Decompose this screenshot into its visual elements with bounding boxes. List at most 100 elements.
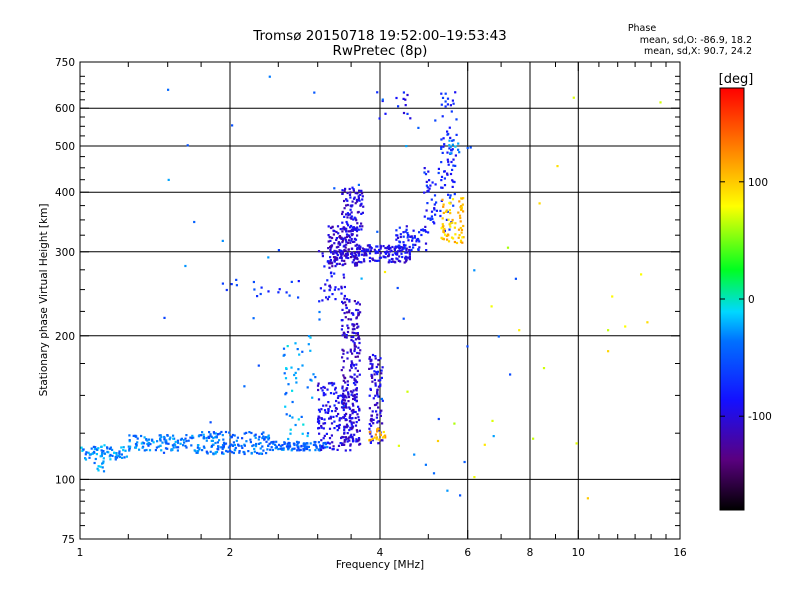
data-point: [346, 212, 349, 215]
data-point: [318, 310, 321, 314]
data-point: [343, 285, 346, 289]
y-tick-labels: 75 100 200 300 400 500 600 750: [55, 57, 75, 546]
data-point: [356, 222, 359, 225]
data-point: [445, 210, 448, 213]
data-point: [282, 447, 285, 450]
data-point: [446, 489, 449, 492]
data-point: [341, 394, 344, 398]
data-point: [341, 385, 344, 388]
data-point: [377, 429, 380, 432]
data-point: [274, 443, 277, 446]
data-point: [172, 446, 175, 449]
data-point: [335, 238, 338, 241]
data-point: [354, 416, 357, 420]
data-point: [102, 470, 106, 473]
data-point: [375, 403, 378, 406]
data-point: [160, 449, 163, 452]
data-point: [462, 236, 465, 239]
data-point: [377, 385, 380, 388]
data-point: [458, 214, 462, 217]
data-point: [323, 418, 326, 421]
data-point: [320, 448, 323, 451]
data-point: [334, 388, 337, 391]
data-point: [373, 403, 377, 407]
data-point: [360, 277, 363, 280]
data-point: [341, 308, 344, 311]
data-point: [337, 241, 340, 244]
data-point: [355, 302, 358, 305]
data-point: [350, 224, 353, 228]
data-point: [455, 133, 458, 136]
data-point: [572, 96, 575, 99]
data-point: [345, 220, 348, 224]
data-point: [514, 277, 517, 280]
data-point: [272, 440, 275, 443]
data-point: [351, 228, 354, 231]
data-point: [371, 376, 374, 379]
data-point: [423, 229, 427, 232]
data-point: [338, 251, 341, 254]
data-point: [348, 369, 352, 372]
data-point: [353, 300, 356, 303]
data-point: [349, 196, 352, 199]
data-point: [397, 444, 400, 447]
data-point: [335, 263, 338, 266]
data-point: [345, 230, 348, 233]
data-point: [418, 240, 421, 243]
data-point: [134, 442, 138, 446]
data-point: [291, 400, 294, 404]
data-point: [398, 240, 401, 243]
data-point: [377, 406, 380, 409]
data-point: [396, 234, 399, 237]
data-point: [172, 437, 175, 440]
data-point: [347, 318, 350, 321]
data-point: [404, 244, 407, 247]
data-point: [342, 416, 346, 419]
data-point: [128, 449, 131, 452]
data-point: [357, 301, 360, 304]
data-point: [152, 441, 155, 444]
data-point: [446, 172, 449, 175]
data-point: [391, 245, 394, 249]
data-point: [172, 434, 175, 437]
data-point: [409, 117, 412, 120]
data-point: [349, 444, 352, 447]
data-point: [325, 404, 328, 407]
data-point: [440, 186, 443, 189]
data-point: [326, 388, 329, 391]
data-point: [309, 336, 312, 339]
data-point: [333, 249, 336, 252]
data-point: [355, 308, 358, 312]
data-point: [397, 244, 400, 247]
data-point: [357, 336, 360, 339]
data-point: [442, 137, 445, 140]
data-point: [143, 436, 146, 439]
data-point: [224, 430, 228, 434]
data-point: [459, 239, 463, 242]
data-point: [345, 438, 348, 441]
data-point: [395, 257, 398, 260]
data-point: [377, 428, 380, 431]
data-point: [347, 393, 350, 396]
data-point: [358, 352, 361, 355]
data-point: [427, 170, 430, 173]
data-point: [174, 440, 177, 443]
data-point: [308, 449, 311, 452]
data-point: [335, 252, 338, 255]
data-point: [294, 371, 297, 374]
data-point: [359, 225, 362, 228]
data-point: [351, 352, 354, 355]
data-point: [95, 448, 98, 451]
data-point: [457, 211, 460, 214]
data-point: [129, 445, 132, 448]
data-point: [408, 253, 411, 256]
data-point: [351, 440, 355, 443]
data-point: [329, 415, 332, 418]
data-point: [331, 226, 334, 229]
data-point: [151, 438, 154, 441]
data-point: [125, 455, 128, 458]
data-point: [492, 435, 495, 438]
data-point: [282, 448, 285, 451]
data-point: [285, 413, 288, 416]
data-point: [141, 446, 144, 449]
